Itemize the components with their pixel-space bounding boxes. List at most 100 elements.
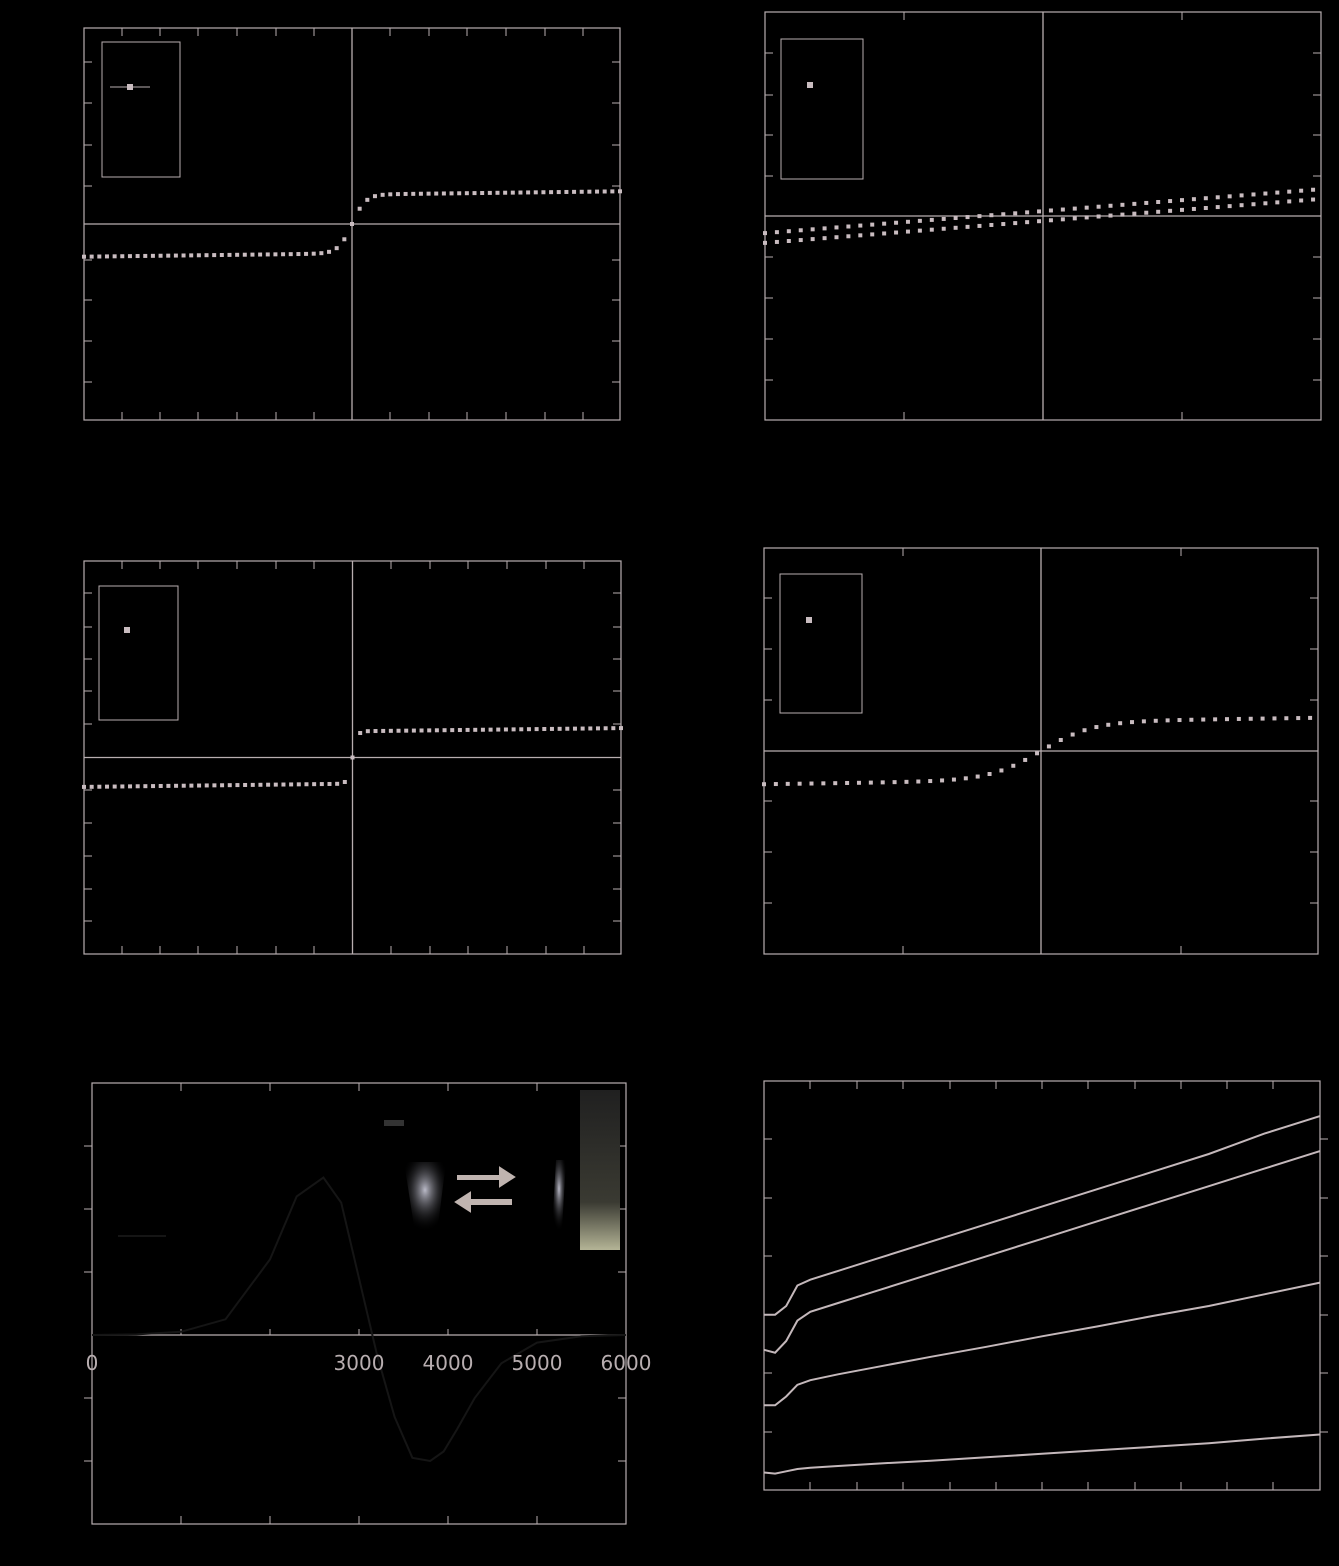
data-point xyxy=(97,784,102,789)
data-point xyxy=(395,192,400,197)
data-point xyxy=(357,206,362,211)
data-point xyxy=(304,782,309,787)
data-point xyxy=(580,726,585,731)
data-point xyxy=(917,218,922,223)
data-point xyxy=(235,783,240,788)
data-point xyxy=(870,232,875,237)
data-point xyxy=(904,779,909,784)
data-point xyxy=(833,781,838,786)
data-point xyxy=(472,191,477,196)
inset-legend-box xyxy=(98,585,179,721)
data-point xyxy=(464,191,469,196)
data-point xyxy=(786,229,791,234)
data-point xyxy=(212,783,217,788)
data-point xyxy=(319,782,324,787)
data-point xyxy=(1251,202,1256,207)
data-point xyxy=(1215,195,1220,200)
data-point xyxy=(1108,203,1113,208)
data-point xyxy=(120,254,125,259)
data-point xyxy=(1025,220,1030,225)
data-point xyxy=(304,251,309,256)
data-point xyxy=(427,728,432,733)
data-point xyxy=(845,780,850,785)
data-point xyxy=(1144,210,1149,215)
data-point xyxy=(987,772,992,777)
data-point xyxy=(834,235,839,240)
data-point xyxy=(334,246,339,251)
data-point xyxy=(588,726,593,731)
data-point xyxy=(1108,213,1113,218)
data-point xyxy=(480,727,485,732)
data-point xyxy=(763,231,767,236)
data-point xyxy=(611,726,616,731)
data-point xyxy=(143,253,148,258)
data-point xyxy=(380,192,385,197)
data-point xyxy=(1072,216,1077,221)
data-point xyxy=(762,782,766,787)
data-point xyxy=(1132,201,1137,206)
data-point xyxy=(1156,209,1161,214)
data-point xyxy=(1084,215,1089,220)
data-point xyxy=(1094,725,1099,730)
data-point xyxy=(941,216,946,221)
data-point xyxy=(774,230,779,235)
data-point xyxy=(977,214,982,219)
data-point xyxy=(289,782,294,787)
data-points xyxy=(763,187,1316,245)
data-point xyxy=(1165,718,1170,723)
data-point xyxy=(1168,208,1173,213)
data-point xyxy=(1227,194,1232,199)
data-point xyxy=(822,236,827,241)
data-point xyxy=(810,237,815,242)
data-point xyxy=(1048,208,1053,213)
data-point xyxy=(786,239,791,244)
data-point xyxy=(892,780,897,785)
data-point xyxy=(220,783,225,788)
data-point xyxy=(135,254,140,259)
data-point xyxy=(1037,219,1042,224)
series-line xyxy=(91,1176,627,1463)
data-point xyxy=(1180,198,1184,203)
data-point xyxy=(856,780,861,785)
data-point xyxy=(1260,716,1265,721)
data-point xyxy=(774,239,779,244)
legend-marker xyxy=(127,84,133,90)
data-point xyxy=(595,726,600,731)
data-point xyxy=(150,253,155,258)
data-point xyxy=(541,190,546,195)
data-points xyxy=(82,189,622,259)
data-point xyxy=(940,778,945,783)
data-point xyxy=(487,190,492,195)
data-point xyxy=(1096,204,1101,209)
data-point xyxy=(809,781,814,786)
data-point xyxy=(1096,214,1101,219)
data-point xyxy=(243,782,248,787)
x-tick-labels-bottom-left: 0 3000 4000 5000 6000 xyxy=(86,1351,652,1375)
data-point xyxy=(281,782,286,787)
data-point xyxy=(181,253,186,258)
data-point xyxy=(798,238,803,243)
data-point xyxy=(258,252,263,257)
data-point xyxy=(810,227,815,232)
data-point xyxy=(905,219,910,224)
data-point xyxy=(1180,207,1184,212)
legend-marker xyxy=(124,627,130,633)
data-point xyxy=(372,194,377,199)
data-point xyxy=(1299,198,1304,203)
data-point xyxy=(273,782,278,787)
data-point xyxy=(227,783,232,788)
data-point xyxy=(128,784,133,789)
data-point xyxy=(953,225,958,230)
data-point xyxy=(846,234,851,239)
data-point xyxy=(619,726,623,731)
data-point xyxy=(1189,717,1194,722)
series-line-4 xyxy=(763,1433,1321,1475)
data-point xyxy=(189,253,194,258)
data-point xyxy=(465,727,470,732)
data-point xyxy=(1141,719,1146,724)
data-point xyxy=(1299,188,1304,193)
data-point xyxy=(1236,716,1241,721)
data-point xyxy=(1037,209,1042,214)
data-point xyxy=(1060,207,1065,212)
series-line-2 xyxy=(763,1150,1321,1354)
